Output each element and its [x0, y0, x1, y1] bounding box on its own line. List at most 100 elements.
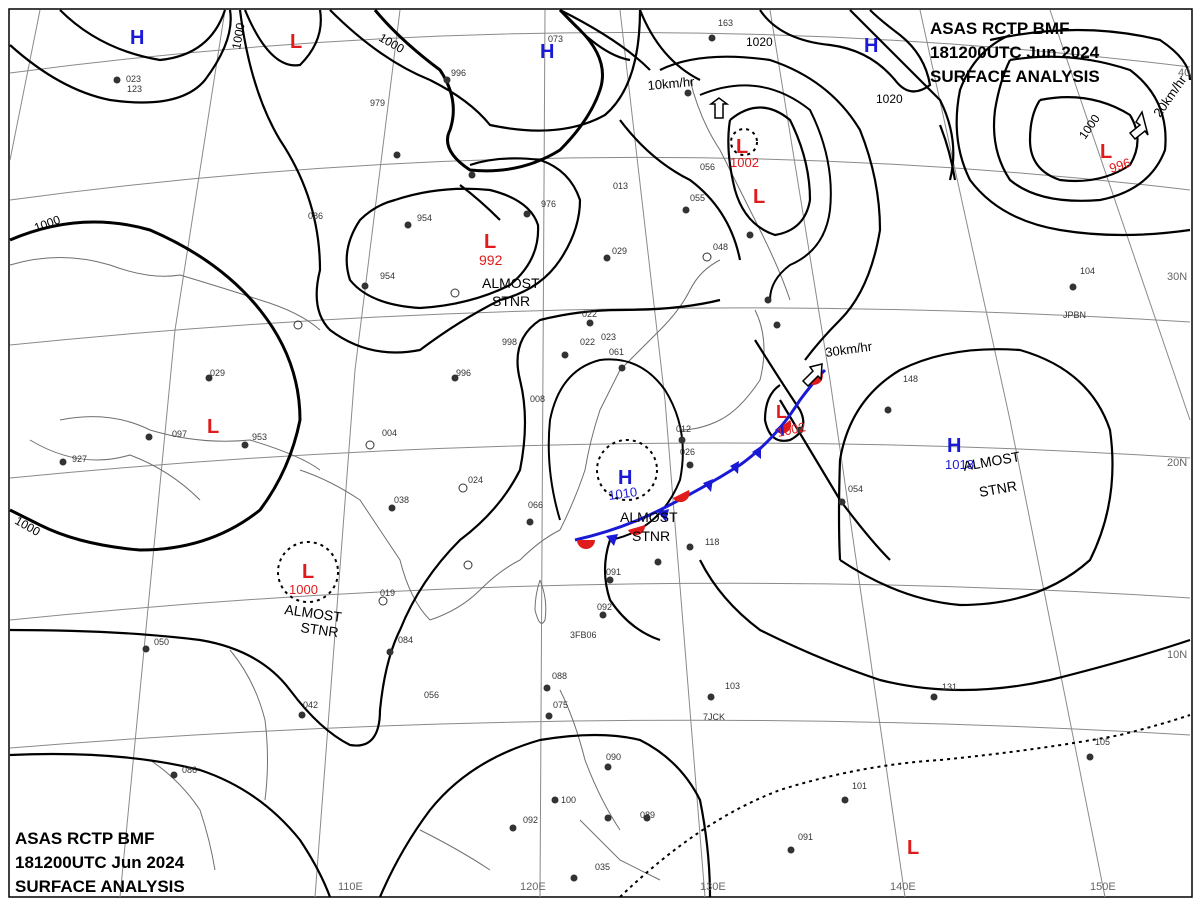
stnr-label: STNR [978, 478, 1018, 500]
station-value: 954 [417, 213, 432, 223]
station-value: 7JCK [703, 712, 725, 722]
almost-label: ALMOST [284, 601, 344, 625]
center-letter: L [207, 416, 219, 438]
center-value: 992 [479, 252, 503, 268]
pressure-center: L [907, 837, 919, 859]
center-letter: L [290, 31, 302, 53]
station-value: 103 [725, 681, 740, 691]
grid-label: 120E [520, 881, 546, 893]
station-value: 061 [609, 347, 624, 357]
header-line2: 181200UTC Jun 2024 [15, 853, 185, 872]
header-top: ASAS RCTP BMF 181200UTC Jun 2024 SURFACE… [930, 19, 1100, 86]
isobar-label: 1020 [876, 92, 903, 106]
center-letter: H [540, 41, 554, 63]
station-value: 979 [370, 98, 385, 108]
station-value: 042 [303, 700, 318, 710]
station-value: 954 [380, 271, 395, 281]
cold-front-symbol [752, 446, 761, 459]
dotted-lines [277, 128, 1191, 898]
center-letter: L [736, 136, 748, 158]
center-value: 1000 [289, 582, 318, 597]
pressure-center: L [753, 186, 765, 208]
center-letter: L [753, 186, 765, 208]
station-value: 075 [553, 700, 568, 710]
station-value: 023 [126, 74, 141, 84]
station-value: 004 [382, 428, 397, 438]
cold-front-symbol [775, 423, 784, 436]
station-value: 012 [676, 424, 691, 434]
warm-front-symbol [577, 540, 595, 549]
warm-front-symbol [673, 490, 690, 503]
arrow-icon [1128, 110, 1149, 141]
station-values: 023 123 979 996 073 163 086 954 954 976 … [72, 18, 1110, 872]
station-value: 996 [456, 368, 471, 378]
center-letter: L [302, 561, 314, 583]
center-value: 1010 [607, 484, 638, 503]
station-value: 054 [848, 484, 863, 494]
grid-label: 20N [1167, 457, 1187, 469]
station-value: 976 [541, 199, 556, 209]
center-value: 996 [1107, 155, 1132, 176]
station-value: 055 [690, 193, 705, 203]
almost-label: ALMOST [620, 509, 678, 525]
header-line3: SURFACE ANALYSIS [930, 67, 1100, 86]
header-bottom: ASAS RCTP BMF 181200UTC Jun 2024 SURFACE… [15, 829, 185, 896]
grid-label: 130E [700, 881, 726, 893]
station-value: 023 [601, 332, 616, 342]
station-value: 029 [210, 368, 225, 378]
map-frame [8, 8, 1193, 898]
station-markers [59, 34, 1094, 882]
stnr-label: STNR [300, 619, 340, 640]
arrow-icon [708, 97, 730, 119]
station-value: 066 [528, 500, 543, 510]
station-value: 086 [182, 765, 197, 775]
grid-label: 10N [1167, 649, 1187, 661]
grid-label: 150E [1090, 881, 1116, 893]
center-letter: L [1100, 141, 1112, 163]
center-letter: H [864, 35, 878, 57]
station-value: 097 [172, 429, 187, 439]
station-value: 086 [308, 211, 323, 221]
station-value: 024 [468, 475, 483, 485]
pressure-center: H [864, 35, 878, 57]
station-value: 090 [606, 752, 621, 762]
cold-front-symbol [606, 534, 618, 546]
station-value: 118 [705, 537, 719, 547]
warm-front-symbol [628, 525, 646, 535]
station-value: 035 [595, 862, 610, 872]
station-value: 073 [548, 34, 563, 44]
cold-front-symbol [703, 479, 713, 492]
header-line3: SURFACE ANALYSIS [15, 877, 185, 896]
station-value: 105 [1095, 737, 1110, 747]
station-value: 927 [72, 454, 87, 464]
station-value: 091 [606, 567, 621, 577]
station-value: 163 [718, 18, 733, 28]
station-value: 019 [380, 588, 395, 598]
station-value: JPBN [1063, 310, 1086, 320]
grid-label: 140E [890, 881, 916, 893]
station-value: 013 [613, 181, 628, 191]
station-value: 998 [502, 337, 517, 347]
station-value: 091 [798, 832, 813, 842]
center-letter: L [776, 402, 787, 422]
center-value: 1002 [776, 419, 807, 440]
station-value: 056 [700, 162, 715, 172]
station-value: 092 [597, 602, 612, 612]
header-line1: ASAS RCTP BMF [15, 829, 154, 848]
station-value: 953 [252, 432, 267, 442]
station-value: 056 [424, 690, 439, 700]
station-value: 050 [154, 637, 169, 647]
center-letter: L [484, 231, 496, 253]
station-value: 3FB06 [570, 630, 597, 640]
station-value: 101 [852, 781, 867, 791]
station-value: 084 [398, 635, 413, 645]
station-value: 088 [552, 671, 567, 681]
cold-front-symbol [730, 461, 739, 474]
grid-label: 110E [338, 881, 363, 893]
